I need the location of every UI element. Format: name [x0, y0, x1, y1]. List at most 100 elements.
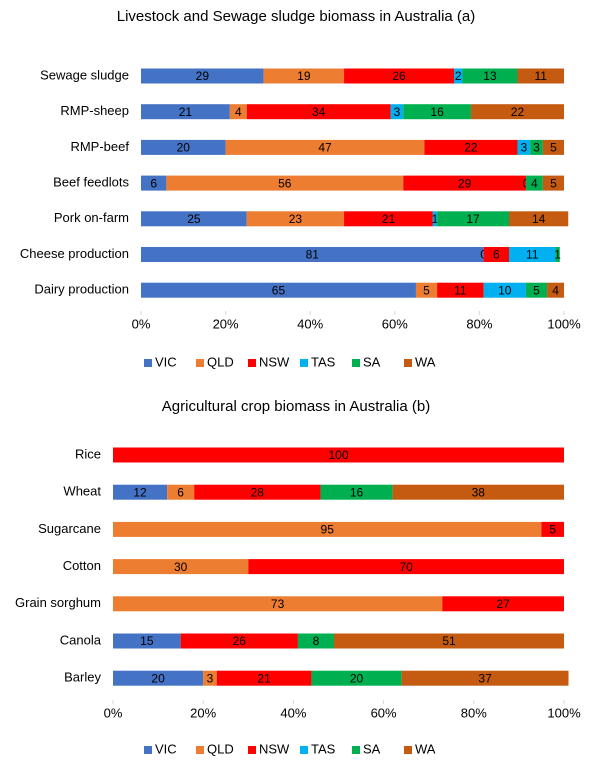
- data-label: 29: [196, 69, 210, 83]
- legend-swatch: [248, 359, 256, 367]
- y-tick-label: Rice: [75, 446, 101, 461]
- x-tick-label: 20%: [190, 705, 216, 720]
- bar-segment: [344, 68, 455, 84]
- x-tick-label: 60%: [382, 316, 408, 331]
- data-label: 20: [177, 141, 191, 155]
- bar-segment: [344, 211, 433, 227]
- bar-segment: [437, 211, 510, 227]
- data-label: 25: [187, 212, 201, 226]
- bar-segment: [403, 104, 471, 120]
- x-tick-label: 100%: [547, 316, 581, 331]
- data-label: 11: [535, 69, 548, 83]
- legend-label: WA: [415, 354, 436, 369]
- legend-swatch: [352, 359, 360, 367]
- data-label: 38: [472, 485, 486, 499]
- bar-segment: [246, 104, 391, 120]
- data-label: 16: [350, 485, 364, 499]
- bar-segment: [320, 484, 393, 500]
- data-label: 6: [150, 176, 157, 190]
- x-tick-label: 40%: [297, 316, 323, 331]
- bar-segment: [141, 282, 416, 298]
- x-tick-label: 0%: [132, 316, 151, 331]
- bar-segment: [167, 484, 195, 500]
- data-label: 26: [233, 634, 247, 648]
- bar-segment: [141, 68, 264, 84]
- y-tick-label: Sugarcane: [38, 521, 101, 536]
- data-label: 22: [464, 141, 478, 155]
- data-label: 73: [271, 597, 285, 611]
- bar-segment: [541, 521, 564, 537]
- bar-segment: [509, 247, 556, 262]
- data-label: 12: [133, 485, 147, 499]
- bar-segment: [542, 175, 564, 191]
- legend-label: SA: [363, 354, 381, 369]
- bar-segment: [525, 175, 543, 191]
- y-tick-label: Pork on-farm: [54, 210, 129, 225]
- x-tick-label: 0%: [104, 705, 123, 720]
- y-tick-label: Cotton: [63, 558, 101, 573]
- legend-label: TAS: [311, 354, 336, 369]
- data-label: 30: [174, 560, 188, 574]
- y-tick-label: Dairy production: [34, 282, 129, 297]
- y-tick-label: Grain sorghum: [15, 595, 101, 610]
- legend-label: NSW: [259, 741, 290, 756]
- data-label: 47: [318, 141, 332, 155]
- data-label: 65: [272, 283, 286, 297]
- bar-segment: [113, 596, 443, 612]
- data-label: 1: [432, 212, 439, 226]
- bar-segment: [437, 282, 484, 298]
- bar-segment: [248, 559, 565, 575]
- bar-segment: [141, 247, 484, 262]
- x-tick-label: 80%: [461, 705, 487, 720]
- chart-title: Livestock and Sewage sludge biomass in A…: [117, 8, 476, 25]
- bar-segment: [390, 104, 404, 120]
- bar-segment: [392, 484, 564, 500]
- bar-segment: [229, 104, 247, 120]
- x-tick-label: 20%: [213, 316, 239, 331]
- legend-label: VIC: [155, 354, 177, 369]
- data-label: 56: [278, 176, 292, 190]
- bar-segment: [311, 670, 402, 686]
- bar-segment: [530, 139, 543, 155]
- x-tick-label: 60%: [371, 705, 397, 720]
- bar-segment: [141, 175, 167, 191]
- bar-segment: [113, 633, 181, 649]
- data-label: 13: [483, 69, 497, 83]
- legend-label: TAS: [311, 741, 336, 756]
- x-tick-label: 80%: [466, 316, 492, 331]
- bar-segment: [194, 484, 321, 500]
- data-label: 28: [251, 485, 265, 499]
- bar-segment: [542, 139, 564, 155]
- data-label: 29: [458, 176, 472, 190]
- bar-segment: [225, 139, 425, 155]
- y-tick-label: Wheat: [63, 484, 101, 499]
- bar-segment: [113, 484, 168, 500]
- data-label: 19: [297, 69, 311, 83]
- bar-segment: [454, 68, 463, 84]
- bar-segment: [525, 282, 548, 298]
- bar-segment: [547, 282, 564, 298]
- y-tick-label: Canola: [60, 632, 102, 647]
- bar-segment: [113, 670, 204, 686]
- data-label: 6: [177, 485, 184, 499]
- data-label: 3: [520, 141, 527, 155]
- legend-swatch: [248, 746, 256, 754]
- legend-swatch: [300, 746, 308, 754]
- data-label: 2: [455, 69, 462, 83]
- data-label: 4: [531, 176, 538, 190]
- data-label: 5: [549, 523, 556, 537]
- legend-swatch: [144, 746, 152, 754]
- legend-swatch: [196, 746, 204, 754]
- bar-segment: [141, 211, 247, 227]
- legend-label: VIC: [155, 741, 177, 756]
- data-label: 11: [454, 283, 467, 297]
- data-label: 11: [526, 248, 539, 262]
- y-tick-label: Barley: [64, 670, 101, 685]
- bar-segment: [166, 175, 404, 191]
- y-tick-label: Beef feedlots: [53, 175, 129, 190]
- legend-swatch: [300, 359, 308, 367]
- x-tick-label: 40%: [280, 705, 306, 720]
- data-label: 21: [257, 671, 271, 685]
- bar-segment: [263, 68, 345, 84]
